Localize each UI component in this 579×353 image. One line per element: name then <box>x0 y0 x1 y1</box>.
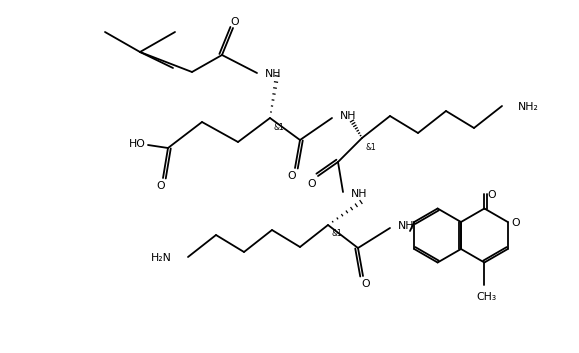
Text: CH₃: CH₃ <box>477 292 496 301</box>
Text: O: O <box>230 17 239 27</box>
Text: O: O <box>511 218 520 228</box>
Text: O: O <box>307 179 316 189</box>
Text: NH: NH <box>398 221 415 231</box>
Text: NH: NH <box>351 189 368 199</box>
Text: H₂N: H₂N <box>151 253 172 263</box>
Text: O: O <box>288 171 296 181</box>
Text: NH: NH <box>340 111 357 121</box>
Text: &1: &1 <box>274 122 285 132</box>
Text: NH₂: NH₂ <box>518 102 539 112</box>
Text: O: O <box>362 279 371 289</box>
Text: &1: &1 <box>332 229 343 239</box>
Text: &1: &1 <box>366 143 377 151</box>
Text: O: O <box>487 190 496 199</box>
Text: O: O <box>157 181 166 191</box>
Text: NH: NH <box>265 69 281 79</box>
Text: HO: HO <box>129 139 146 149</box>
